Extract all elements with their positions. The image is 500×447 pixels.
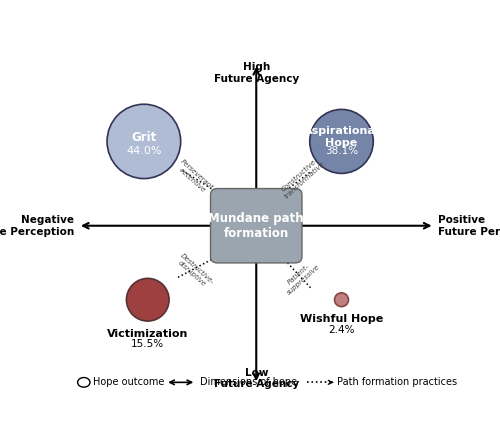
Text: 44.0%: 44.0% bbox=[126, 146, 162, 156]
Text: Constructive-
transformative: Constructive- transformative bbox=[278, 156, 326, 200]
FancyBboxPatch shape bbox=[210, 189, 302, 263]
Text: Perseverant
-retentive: Perseverant -retentive bbox=[174, 159, 214, 196]
Ellipse shape bbox=[334, 293, 348, 307]
Ellipse shape bbox=[126, 278, 169, 321]
Ellipse shape bbox=[107, 104, 180, 179]
Text: Wishful Hope: Wishful Hope bbox=[300, 314, 383, 324]
Text: High
Future Agency: High Future Agency bbox=[214, 62, 299, 84]
Text: Dimensions of hope: Dimensions of hope bbox=[200, 377, 297, 388]
Text: Grit: Grit bbox=[131, 131, 156, 144]
Text: Path formation practices: Path formation practices bbox=[337, 377, 457, 388]
Text: Hope outcome: Hope outcome bbox=[92, 377, 164, 388]
Text: Victimization: Victimization bbox=[107, 329, 188, 339]
Text: Positive
Future Perception: Positive Future Perception bbox=[438, 215, 500, 236]
Text: Aspirational
Hope: Aspirational Hope bbox=[304, 127, 380, 148]
Text: Low
Future Agency: Low Future Agency bbox=[214, 367, 299, 389]
Ellipse shape bbox=[310, 110, 374, 173]
Text: 15.5%: 15.5% bbox=[131, 339, 164, 349]
Text: 2.4%: 2.4% bbox=[328, 325, 355, 334]
Text: Destructive-
disruptive: Destructive- disruptive bbox=[174, 252, 214, 291]
Text: Negative
Future Perception: Negative Future Perception bbox=[0, 215, 74, 236]
Ellipse shape bbox=[78, 378, 90, 387]
Text: Patient-
suppressive: Patient- suppressive bbox=[282, 258, 321, 295]
Text: Mundane path
formation: Mundane path formation bbox=[208, 212, 304, 240]
Text: 38.1%: 38.1% bbox=[325, 146, 358, 156]
